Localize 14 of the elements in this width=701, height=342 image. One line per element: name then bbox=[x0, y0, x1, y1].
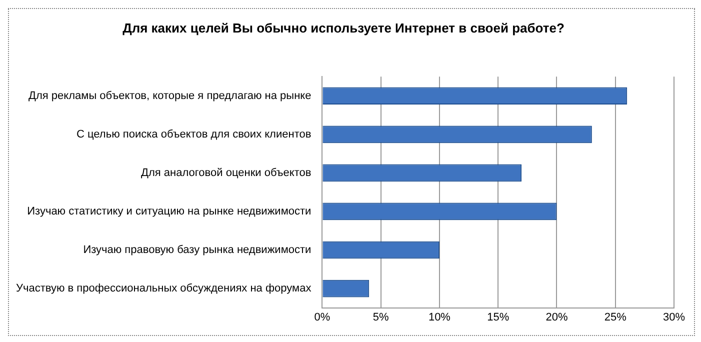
chart-title: Для каких целей Вы обычно используете Интернет в своей работе? bbox=[122, 20, 564, 36]
x-tick-label: 20% bbox=[546, 311, 568, 324]
y-tick-label: Изучаю правовую базу рынка недвижимости bbox=[83, 244, 312, 256]
y-tick-label: Участвую в профессиональных обсуждениях на форумах bbox=[16, 282, 312, 295]
x-tick-label: 10% bbox=[428, 311, 451, 324]
x-tick-label: 15% bbox=[487, 311, 510, 324]
y-tick-label: С целью поиска объектов для своих клиентов bbox=[76, 128, 312, 140]
y-tick-label: Для рекламы объектов, которые я предлагаю на рынке bbox=[28, 90, 312, 102]
x-tick-label: 5% bbox=[372, 311, 389, 324]
x-tick-label: 0% bbox=[314, 311, 330, 324]
y-tick-label: Изучаю статистику и ситуацию на рынке недвижимости bbox=[27, 206, 312, 218]
y-tick-label: Для аналоговой оценки объектов bbox=[141, 166, 312, 179]
x-tick-label: 30% bbox=[662, 311, 686, 324]
x-tick-label: 25% bbox=[604, 311, 627, 324]
